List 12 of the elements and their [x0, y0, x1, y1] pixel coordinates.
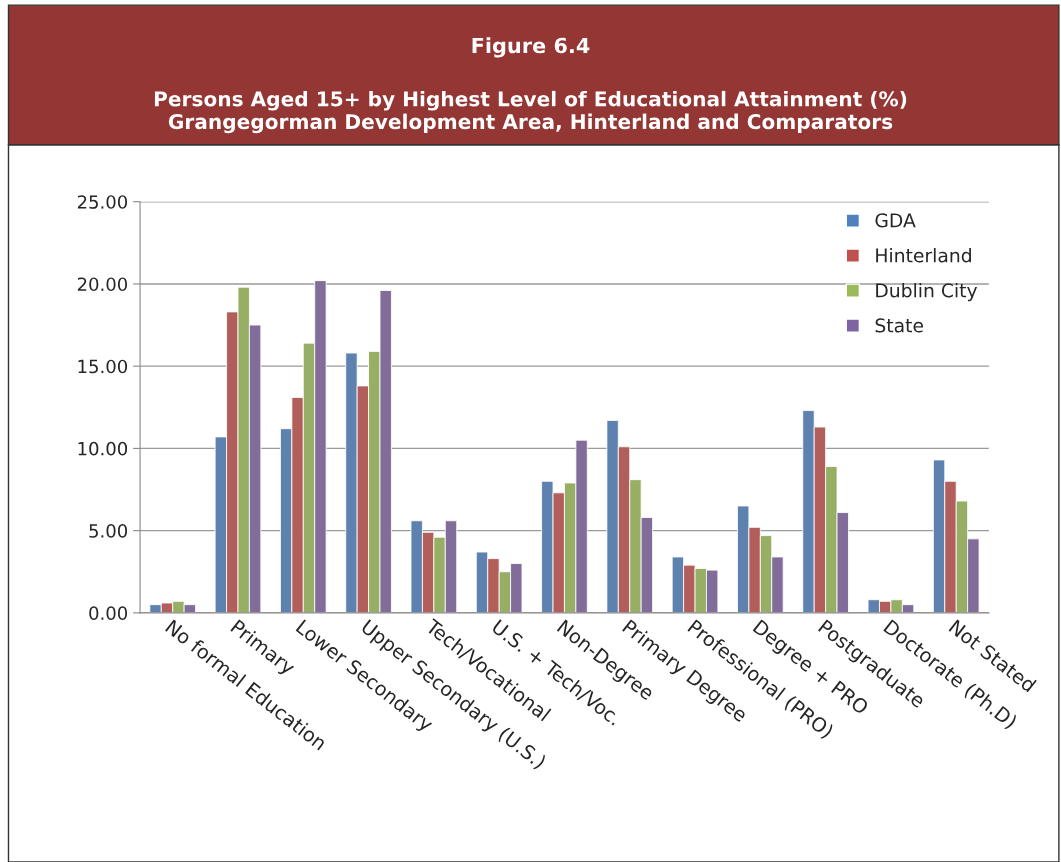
legend-label: Dublin City — [876, 283, 978, 302]
y-tick-label: 15.00 — [78, 359, 128, 374]
chart-subtitle: Persons Aged 15+ by Highest Level of Educational Attainment (%) Grangegorman Development Area, Hinterland and Comparators — [154, 90, 907, 134]
chart-title: Figure 6.4 — [472, 37, 590, 58]
legend-label: State — [875, 318, 923, 333]
y-tick-label: 25.00 — [77, 195, 128, 209]
legend-label: GDA — [875, 213, 916, 228]
legend-label: Hinterland — [876, 247, 971, 263]
y-tick-label: 10.00 — [78, 441, 128, 456]
y-tick-label: 0.00 — [89, 606, 128, 620]
y-tick-label: 20.00 — [77, 277, 128, 292]
y-tick-label: 5.00 — [89, 524, 128, 538]
